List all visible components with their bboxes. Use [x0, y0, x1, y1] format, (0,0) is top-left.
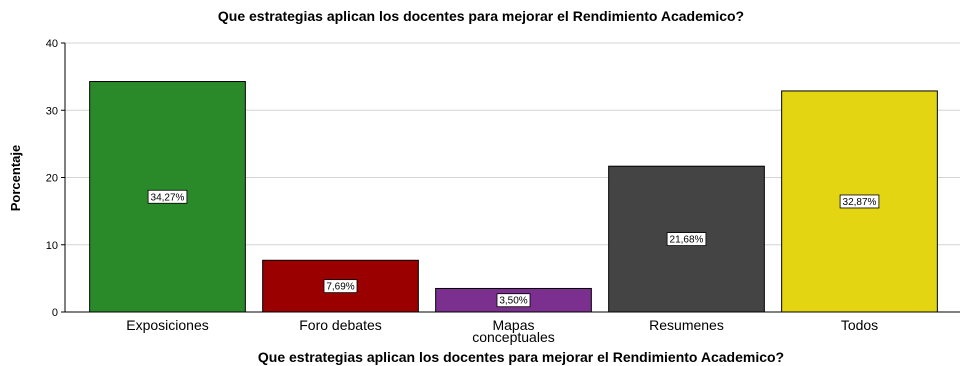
data-label-box — [666, 232, 707, 247]
y-tick-label: 30 — [46, 105, 58, 117]
data-label: 21,68% — [670, 235, 704, 246]
x-tick-label: Resumenes — [649, 317, 724, 333]
y-axis-label: Porcentaje — [8, 145, 23, 211]
x-axis-label: Que estrategias aplican los docentes par… — [258, 349, 784, 365]
y-tick-label: 40 — [46, 38, 58, 50]
x-tick-label: Todos — [841, 317, 878, 333]
data-label-box — [839, 194, 880, 209]
x-axis: Exposiciones Foro debates Mapasconceptuale… — [65, 311, 960, 345]
data-label-box — [147, 189, 188, 204]
chart-title: Que estrategias aplican los docentes par… — [218, 8, 744, 24]
y-axis: 0 10 20 30 40 — [46, 38, 66, 319]
data-label: 7,69% — [326, 282, 354, 293]
x-tick-label: conceptuales — [472, 329, 555, 345]
y-tick-label: 20 — [46, 173, 58, 185]
data-label-box — [323, 279, 358, 294]
bars: 34,27% 7,69% 3,50% 21,68% 32,87% — [89, 81, 938, 313]
y-tick-label: 0 — [52, 307, 58, 319]
y-tick-label: 10 — [46, 240, 58, 252]
x-tick-label: Exposiciones — [126, 317, 209, 333]
data-label-box — [496, 293, 531, 308]
x-tick-label: Mapas — [492, 317, 534, 333]
data-label: 32,87% — [843, 197, 877, 208]
data-label: 34,27% — [151, 192, 185, 203]
data-label: 3,50% — [499, 296, 527, 307]
x-tick-label: Foro debates — [299, 317, 382, 333]
